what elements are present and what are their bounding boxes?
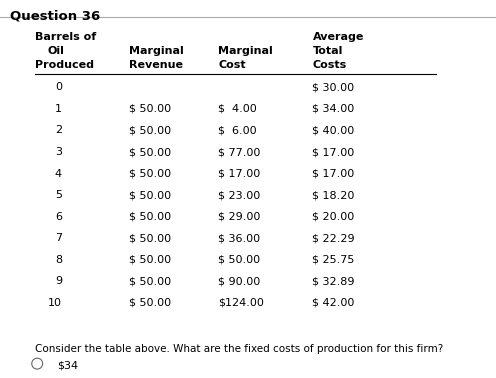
Text: $ 50.00: $ 50.00 — [129, 298, 171, 308]
Text: 4: 4 — [55, 169, 62, 178]
Text: Oil: Oil — [47, 46, 64, 56]
Text: $ 18.20: $ 18.20 — [312, 190, 355, 200]
Text: $ 36.00: $ 36.00 — [218, 233, 260, 243]
Text: $ 77.00: $ 77.00 — [218, 147, 260, 157]
Text: Consider the table above. What are the fixed costs of production for this firm?: Consider the table above. What are the f… — [35, 344, 443, 354]
Text: 2: 2 — [55, 125, 62, 135]
Text: Question 36: Question 36 — [10, 9, 100, 22]
Text: $ 22.29: $ 22.29 — [312, 233, 355, 243]
Text: Marginal: Marginal — [129, 46, 184, 56]
Text: $34: $34 — [57, 361, 78, 370]
Text: $  6.00: $ 6.00 — [218, 125, 257, 135]
Text: $ 42.00: $ 42.00 — [312, 298, 355, 308]
Text: $ 50.00: $ 50.00 — [129, 147, 171, 157]
Text: $  4.00: $ 4.00 — [218, 104, 257, 114]
Text: $ 32.89: $ 32.89 — [312, 276, 355, 286]
Text: 7: 7 — [55, 233, 62, 243]
Text: $ 23.00: $ 23.00 — [218, 190, 260, 200]
Text: $ 17.00: $ 17.00 — [312, 147, 355, 157]
Text: $ 50.00: $ 50.00 — [129, 190, 171, 200]
Text: Average: Average — [312, 32, 364, 42]
Text: 1: 1 — [55, 104, 62, 114]
Text: $ 17.00: $ 17.00 — [218, 169, 260, 178]
Text: $ 25.75: $ 25.75 — [312, 255, 355, 265]
Text: $ 30.00: $ 30.00 — [312, 82, 355, 92]
Text: $ 50.00: $ 50.00 — [129, 125, 171, 135]
Text: $ 50.00: $ 50.00 — [129, 169, 171, 178]
Text: Revenue: Revenue — [129, 60, 183, 70]
Text: $ 50.00: $ 50.00 — [129, 276, 171, 286]
Text: 3: 3 — [55, 147, 62, 157]
Text: $ 40.00: $ 40.00 — [312, 125, 355, 135]
Text: $ 17.00: $ 17.00 — [312, 169, 355, 178]
Text: $ 50.00: $ 50.00 — [218, 255, 260, 265]
Text: $ 50.00: $ 50.00 — [129, 233, 171, 243]
Text: Marginal: Marginal — [218, 46, 273, 56]
Text: $ 29.00: $ 29.00 — [218, 212, 260, 222]
Text: Barrels of: Barrels of — [35, 32, 96, 42]
Text: Total: Total — [312, 46, 343, 56]
Text: Costs: Costs — [312, 60, 347, 70]
Text: $ 50.00: $ 50.00 — [129, 255, 171, 265]
Text: $ 50.00: $ 50.00 — [129, 212, 171, 222]
Text: 0: 0 — [55, 82, 62, 92]
Text: Cost: Cost — [218, 60, 246, 70]
Text: $124.00: $124.00 — [218, 298, 264, 308]
Text: 8: 8 — [55, 255, 62, 265]
Text: 10: 10 — [48, 298, 62, 308]
Text: Produced: Produced — [35, 60, 94, 70]
Text: 9: 9 — [55, 276, 62, 286]
Text: $ 20.00: $ 20.00 — [312, 212, 355, 222]
Text: 5: 5 — [55, 190, 62, 200]
Text: $ 50.00: $ 50.00 — [129, 104, 171, 114]
Text: $ 90.00: $ 90.00 — [218, 276, 260, 286]
Text: $ 34.00: $ 34.00 — [312, 104, 355, 114]
Text: 6: 6 — [55, 212, 62, 222]
